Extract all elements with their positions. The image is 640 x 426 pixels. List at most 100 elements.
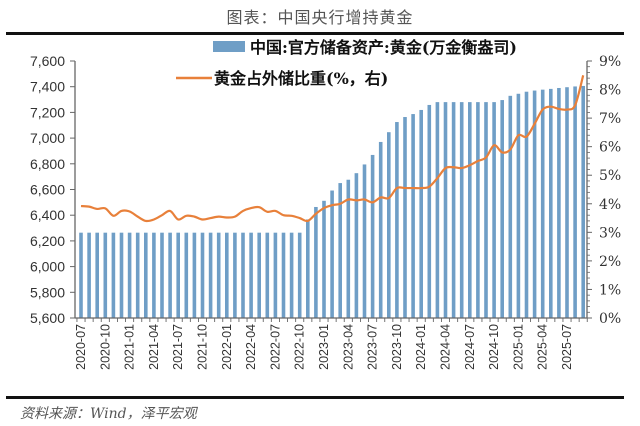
bar-2024-02	[427, 104, 432, 319]
left-tick-label: 6,200	[30, 233, 65, 249]
bar-2021-08	[184, 232, 189, 318]
bar-2020-08	[87, 232, 91, 318]
bar-2020-12	[119, 232, 124, 318]
x-tick-label: 2025-01	[511, 324, 525, 370]
bar-2022-02	[233, 232, 237, 318]
bar-2022-11	[306, 219, 310, 318]
bar-2025-04	[540, 89, 545, 318]
x-tick-label: 2024-10	[487, 324, 501, 370]
x-tick-label: 2022-01	[220, 324, 234, 370]
x-tick-label: 2020-07	[74, 324, 88, 370]
right-tick-label: 1%	[599, 282, 621, 298]
line-series	[80, 74, 585, 223]
right-tick-label: 7%	[599, 111, 621, 127]
figure-title: 图表：中国央行增持黄金	[226, 8, 414, 27]
x-tick-label: 2021-07	[171, 324, 185, 370]
left-tick-label: 5,800	[30, 284, 65, 300]
bar-2024-08	[476, 102, 480, 319]
bar-series	[79, 85, 585, 319]
bar-2023-12	[411, 114, 415, 319]
bar-2023-01	[322, 200, 326, 318]
bar-2021-11	[208, 232, 213, 318]
bar-2022-09	[289, 232, 294, 318]
left-tick-label: 7,000	[30, 130, 65, 146]
left-tick-label: 6,800	[30, 156, 65, 172]
bar-2020-11	[111, 232, 116, 318]
bar-2023-02	[330, 190, 334, 318]
x-tick-label: 2022-04	[244, 324, 258, 370]
bar-2025-08	[573, 86, 577, 319]
bar-2024-12	[508, 95, 513, 318]
x-tick-label: 2021-10	[196, 324, 210, 370]
bar-2023-10	[395, 122, 399, 318]
bar-2020-10	[103, 232, 108, 318]
bottom-rule	[6, 396, 624, 399]
bar-2025-01	[516, 93, 521, 318]
bar-2024-09	[484, 102, 488, 319]
bar-2022-07	[273, 232, 278, 318]
bar-2025-02	[524, 91, 529, 318]
bar-2022-03	[241, 232, 245, 318]
bar-2025-09	[581, 85, 585, 318]
x-tick-label: 2022-07	[268, 324, 282, 370]
bar-2024-04	[443, 102, 448, 319]
bar-2021-04	[152, 232, 156, 318]
bar-2022-12	[314, 206, 318, 318]
x-tick-label: 2023-07	[366, 324, 380, 370]
bar-2020-07	[79, 232, 83, 318]
bar-2022-04	[249, 232, 253, 318]
x-tick-label: 2023-04	[341, 324, 355, 370]
x-tick-label: 2024-01	[414, 324, 428, 370]
legend-label-line: 黄金占外储比重(%，右)	[214, 69, 388, 88]
x-tick-label: 2021-01	[123, 324, 137, 370]
left-tick-label: 7,400	[30, 79, 65, 95]
bar-2023-08	[378, 141, 383, 318]
left-tick-label: 7,600	[30, 53, 65, 69]
bar-2022-05	[257, 232, 261, 318]
top-rule	[6, 32, 624, 35]
right-tick-label: 6%	[599, 140, 621, 156]
bar-2022-08	[281, 232, 286, 318]
x-tick-label: 2024-04	[439, 324, 453, 370]
bar-2023-06	[362, 164, 367, 318]
bar-2021-03	[144, 232, 148, 318]
bar-2021-01	[127, 232, 132, 318]
bar-2021-02	[135, 232, 140, 318]
bar-2024-05	[451, 102, 456, 319]
bar-2022-06	[265, 232, 270, 318]
x-tick-label: 2021-04	[147, 324, 161, 370]
bar-2023-09	[387, 132, 391, 318]
bar-2022-10	[297, 232, 302, 318]
x-tick-label: 2023-01	[317, 324, 331, 370]
legend: 中国:官方储备资产:黄金(万金衡盎司) 黄金占外储比重(%，右)	[176, 38, 517, 88]
bar-2025-03	[532, 90, 537, 319]
left-tick-label: 6,400	[30, 207, 65, 223]
source-note: 资料来源：Wind，泽平宏观	[20, 406, 197, 422]
x-tick-label: 2023-10	[390, 324, 404, 370]
bar-2021-12	[216, 232, 221, 318]
left-tick-label: 6,600	[30, 182, 65, 198]
bar-2021-05	[160, 232, 164, 318]
x-tick-label: 2025-04	[536, 324, 550, 370]
bar-2023-04	[346, 179, 351, 318]
right-tick-label: 3%	[599, 225, 621, 241]
bar-2022-01	[225, 232, 229, 318]
right-tick-label: 5%	[599, 168, 621, 184]
right-tick-label: 4%	[599, 197, 621, 213]
bar-2021-07	[176, 232, 180, 318]
right-tick-label: 2%	[599, 254, 621, 270]
bar-2024-01	[419, 109, 423, 318]
bar-2023-11	[403, 117, 407, 318]
x-tick-label: 2024-07	[463, 324, 477, 370]
bar-2021-06	[168, 232, 172, 318]
x-tick-label: 2022-10	[293, 324, 307, 370]
bar-2025-07	[565, 87, 569, 319]
bar-2020-09	[95, 232, 99, 318]
bar-2025-05	[549, 88, 553, 319]
bar-2024-11	[500, 100, 504, 319]
left-tick-label: 7,200	[30, 104, 65, 120]
right-tick-label: 0%	[599, 311, 621, 327]
axes: 5,600 5,800 6,000 6,200 6,400 6,600 6,800 7,000…	[30, 53, 621, 370]
bar-2024-07	[468, 102, 472, 319]
